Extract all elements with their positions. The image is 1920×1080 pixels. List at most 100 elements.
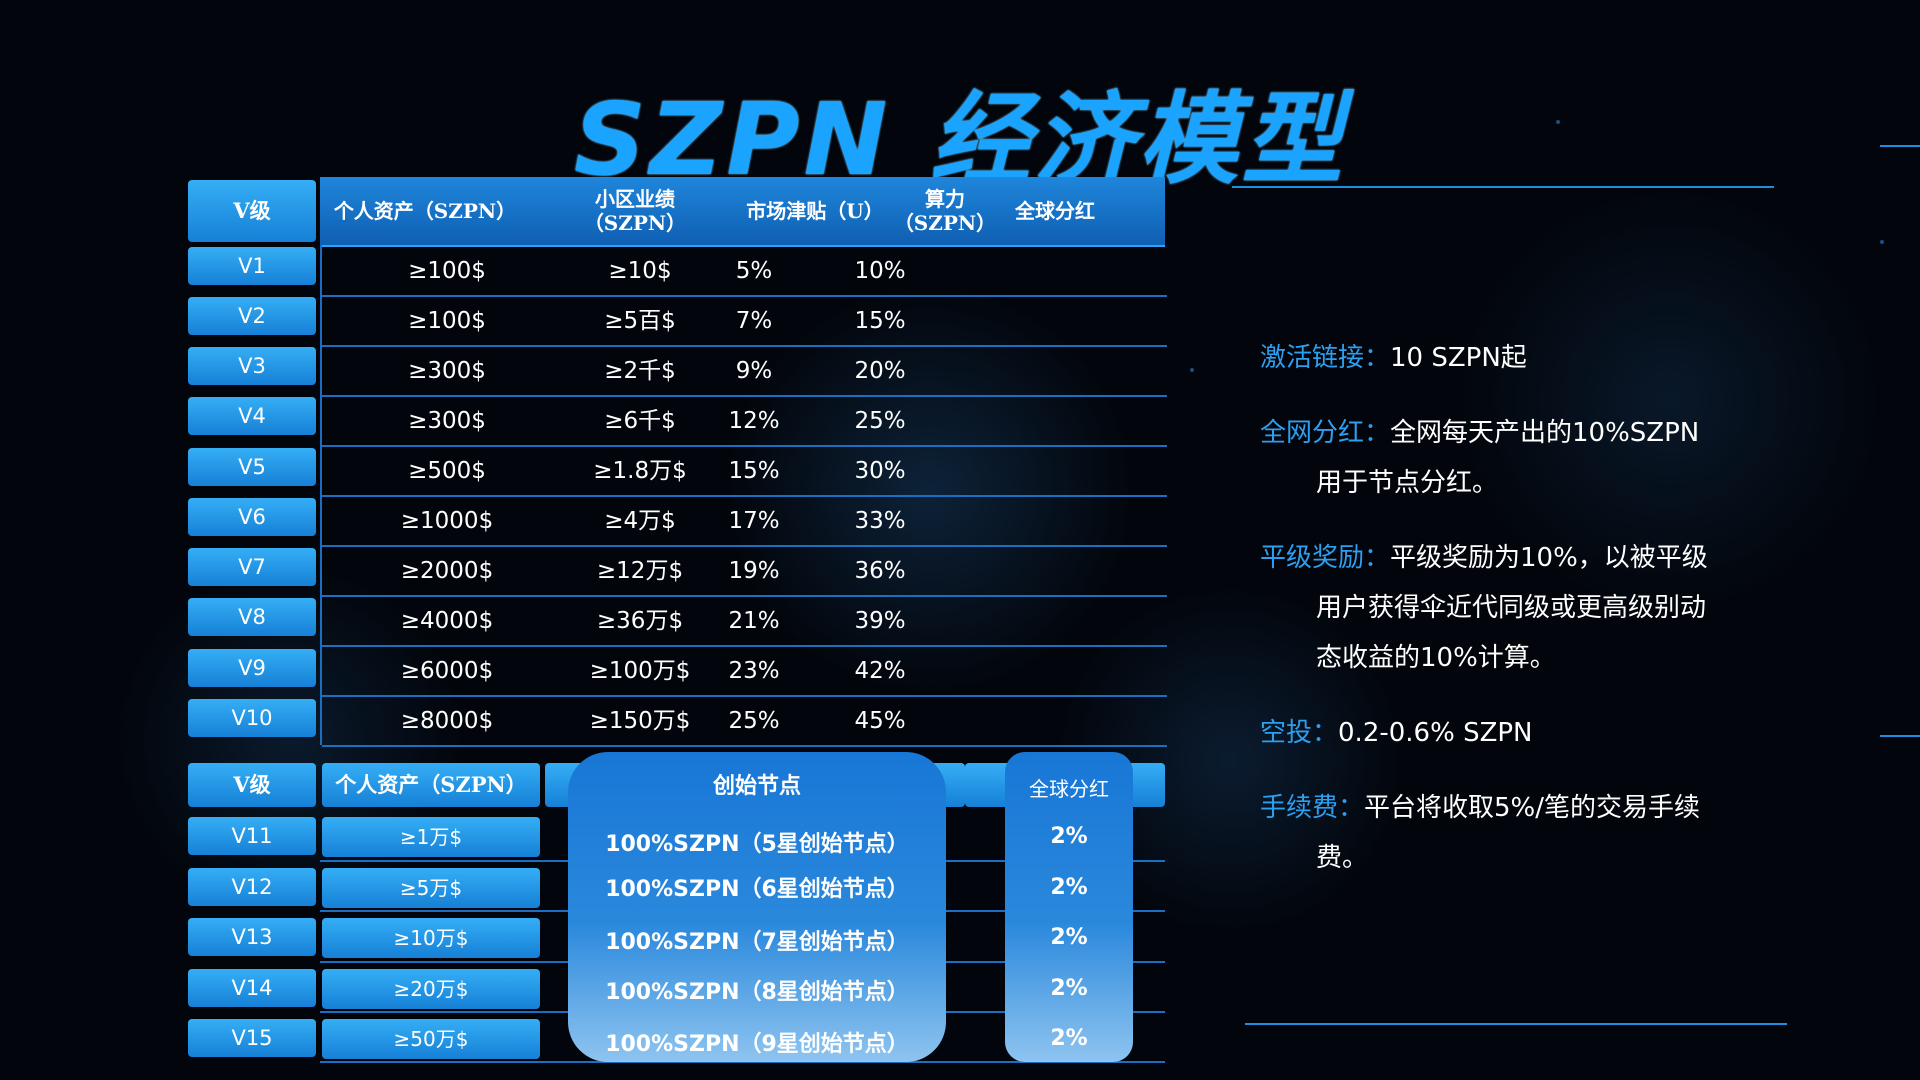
level-cell: V3 xyxy=(188,347,316,385)
table-row: ≥6000$ ≥100万$ 23% 42% xyxy=(322,645,1167,697)
area-cell: ≥2千$ xyxy=(604,358,676,384)
peer-reward-text: 平级奖励为10%，以被平级 xyxy=(1390,543,1708,573)
activation-text: 10 SZPN起 xyxy=(1390,343,1527,373)
level-cell: V4 xyxy=(188,397,316,435)
dividend-cell: 2% xyxy=(1050,875,1088,900)
area-cell: ≥4万$ xyxy=(604,508,676,534)
peer-reward-label: 平级奖励： xyxy=(1260,543,1391,573)
power-cell: 39% xyxy=(854,608,906,634)
table-row: ≥300$ ≥6千$ 12% 25% xyxy=(322,395,1167,447)
level-cell: V10 xyxy=(188,699,316,737)
power-cell: 42% xyxy=(854,658,906,684)
fee-rule: 手续费：平台将收取5%/笔的交易手续 费。 xyxy=(1260,783,1780,883)
area-header-line2: （SZPN） xyxy=(583,211,687,235)
subsidy-cell: 21% xyxy=(728,608,780,634)
table-row: ≥8000$ ≥150万$ 25% 45% xyxy=(322,695,1167,747)
asset-cell: ≥5万$ xyxy=(322,868,540,908)
airdrop-text: 0.2-0.6% SZPN xyxy=(1338,718,1533,748)
level-cell: V9 xyxy=(188,649,316,687)
peer-reward-text-cont: 态收益的10%计算。 xyxy=(1316,643,1556,673)
airdrop-label: 空投： xyxy=(1260,718,1339,748)
area-cell: ≥6千$ xyxy=(604,408,676,434)
asset-cell: ≥300$ xyxy=(408,358,486,384)
level-cell: V2 xyxy=(188,297,316,335)
table-header: 个人资产（SZPN） 小区业绩 （SZPN） 市场津贴（U） 算力 （SZPN）… xyxy=(320,177,1165,247)
network-dividend-text: 全网每天产出的10%SZPN xyxy=(1390,418,1700,448)
fee-label: 手续费： xyxy=(1260,793,1365,823)
level-cell: V14 xyxy=(188,969,316,1007)
power-cell: 10% xyxy=(854,258,906,284)
power-cell: 30% xyxy=(854,458,906,484)
level-cell: V5 xyxy=(188,448,316,486)
table-row: ≥4000$ ≥36万$ 21% 39% xyxy=(322,595,1167,647)
area-cell: ≥12万$ xyxy=(596,558,684,584)
network-dividend-label: 全网分红： xyxy=(1260,418,1391,448)
area-header-line1: 小区业绩 xyxy=(595,187,675,211)
level-header: V级 xyxy=(188,180,316,242)
decorative-dot xyxy=(1556,120,1560,124)
table-body: ≥100$ ≥10$ 5% 10% ≥100$ ≥5百$ 7% 15% ≥300… xyxy=(320,245,1167,747)
decorative-line xyxy=(1232,186,1774,188)
level-cell: V1 xyxy=(188,247,316,285)
dividend-cell: 2% xyxy=(1050,1026,1088,1051)
subsidy-cell: 15% xyxy=(728,458,780,484)
table-row: ≥100$ ≥5百$ 7% 15% xyxy=(322,295,1167,347)
peer-reward-rule: 平级奖励：平级奖励为10%，以被平级 用户获得伞近代同级或更高级别动 态收益的1… xyxy=(1260,533,1780,683)
dividend-header: 全球分红 xyxy=(1029,777,1109,801)
node-cell: 100%SZPN（8星创始节点） xyxy=(605,980,909,1005)
power-header-line2: （SZPN） xyxy=(893,211,997,235)
asset-cell: ≥10万$ xyxy=(322,918,540,958)
subsidy-cell: 23% xyxy=(728,658,780,684)
dividend-cell: 2% xyxy=(1050,976,1088,1001)
level-cell: V12 xyxy=(188,868,316,906)
row-divider xyxy=(320,1061,1165,1063)
asset-cell: ≥1万$ xyxy=(322,817,540,857)
power-cell: 25% xyxy=(854,408,906,434)
dividend-cell: 2% xyxy=(1050,824,1088,849)
level-cell: V7 xyxy=(188,548,316,586)
decorative-line xyxy=(1880,145,1920,147)
decorative-dot xyxy=(1880,240,1884,244)
level-cell: V13 xyxy=(188,918,316,956)
level-cell: V15 xyxy=(188,1019,316,1057)
fee-text-cont: 费。 xyxy=(1316,843,1369,873)
level-cell: V8 xyxy=(188,598,316,636)
level-cell: V11 xyxy=(188,817,316,855)
asset-cell: ≥2000$ xyxy=(400,558,494,584)
level-cell: V6 xyxy=(188,498,316,536)
power-cell: 15% xyxy=(854,308,906,334)
fee-text: 平台将收取5%/笔的交易手续 xyxy=(1364,793,1701,823)
table-row: ≥300$ ≥2千$ 9% 20% xyxy=(322,345,1167,397)
power-cell: 33% xyxy=(854,508,906,534)
asset-cell: ≥500$ xyxy=(408,458,486,484)
peer-reward-text-cont: 用户获得伞近代同级或更高级别动 xyxy=(1316,593,1707,623)
power-cell: 45% xyxy=(854,708,906,734)
table-row: ≥100$ ≥10$ 5% 10% xyxy=(322,245,1167,297)
founder-node-panel xyxy=(568,752,946,1062)
asset-cell: ≥6000$ xyxy=(400,658,494,684)
node-cell: 100%SZPN（5星创始节点） xyxy=(605,832,909,857)
power-header-line1: 算力 xyxy=(925,187,965,211)
power-cell: 36% xyxy=(854,558,906,584)
subsidy-cell: 12% xyxy=(728,408,780,434)
network-dividend-rule: 全网分红：全网每天产出的10%SZPN 用于节点分红。 xyxy=(1260,408,1780,508)
asset-cell: ≥100$ xyxy=(408,308,486,334)
asset-cell: ≥300$ xyxy=(408,408,486,434)
airdrop-rule: 空投：0.2-0.6% SZPN xyxy=(1260,708,1780,758)
subsidy-cell: 17% xyxy=(728,508,780,534)
decorative-line xyxy=(1245,1023,1787,1025)
subsidy-cell: 25% xyxy=(728,708,780,734)
activation-rule: 激活链接：10 SZPN起 xyxy=(1260,333,1780,383)
level-header: V级 xyxy=(188,763,316,807)
asset-cell: ≥20万$ xyxy=(322,969,540,1009)
decorative-line xyxy=(1880,735,1920,737)
area-cell: ≥150万$ xyxy=(589,708,691,734)
node-cell: 100%SZPN（7星创始节点） xyxy=(605,930,909,955)
asset-header: 个人资产（SZPN） xyxy=(333,199,517,223)
power-cell: 20% xyxy=(854,358,906,384)
subsidy-cell: 9% xyxy=(735,358,773,384)
asset-header: 个人资产（SZPN） xyxy=(322,763,540,807)
area-cell: ≥36万$ xyxy=(596,608,684,634)
subsidy-header: 市场津贴（U） xyxy=(746,199,884,223)
node-cell: 100%SZPN（9星创始节点） xyxy=(605,1032,909,1057)
